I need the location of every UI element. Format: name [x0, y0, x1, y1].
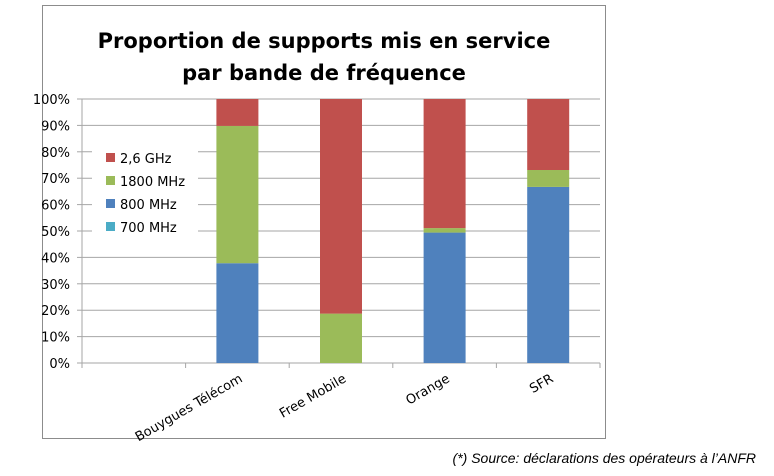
- y-tick-label: 40%: [41, 251, 70, 266]
- bar-segment: [216, 99, 259, 126]
- y-tick-label: 10%: [41, 331, 70, 346]
- bar-segment: [423, 99, 466, 229]
- bar-segment: [527, 170, 570, 187]
- bar-segment: [216, 125, 259, 264]
- x-tick-label: Free Mobile: [277, 371, 349, 421]
- y-tick-label: 20%: [41, 304, 70, 319]
- chart-title-line1: Proportion de supports mis en service: [98, 29, 551, 53]
- bar-segment: [423, 228, 466, 233]
- source-footnote: (*) Source: déclarations des opérateurs …: [452, 450, 756, 466]
- bar-segment: [320, 313, 362, 363]
- y-tick-label: 30%: [41, 278, 70, 293]
- bar-segment: [423, 232, 466, 363]
- legend-label: 800 MHz: [120, 198, 177, 213]
- chart-frame: [42, 5, 606, 439]
- y-tick-label: 100%: [33, 93, 70, 108]
- legend-label: 700 MHz: [120, 221, 177, 236]
- bar-segment: [320, 99, 362, 314]
- bar-segment: [527, 99, 570, 171]
- x-tick-label: Orange: [403, 371, 452, 408]
- bar-segment: [216, 263, 259, 363]
- y-tick-label: 70%: [41, 172, 70, 187]
- y-tick-label: 50%: [41, 225, 70, 240]
- y-tick-label: 0%: [49, 357, 70, 372]
- y-tick-label: 80%: [41, 146, 70, 161]
- legend-label: 2,6 GHz: [120, 152, 172, 167]
- x-tick-label: Bouygues Télécom: [133, 371, 246, 445]
- bar-segment: [527, 186, 570, 363]
- legend-label: 1800 MHz: [120, 175, 185, 190]
- y-tick-label: 60%: [41, 199, 70, 214]
- legend-swatch: [106, 199, 115, 208]
- x-tick-label: SFR: [527, 371, 556, 396]
- legend-swatch: [106, 222, 115, 231]
- chart-title-line2: par bande de fréquence: [182, 61, 466, 85]
- legend-swatch: [106, 176, 115, 185]
- y-tick-label: 90%: [41, 119, 70, 134]
- legend-swatch: [106, 153, 115, 162]
